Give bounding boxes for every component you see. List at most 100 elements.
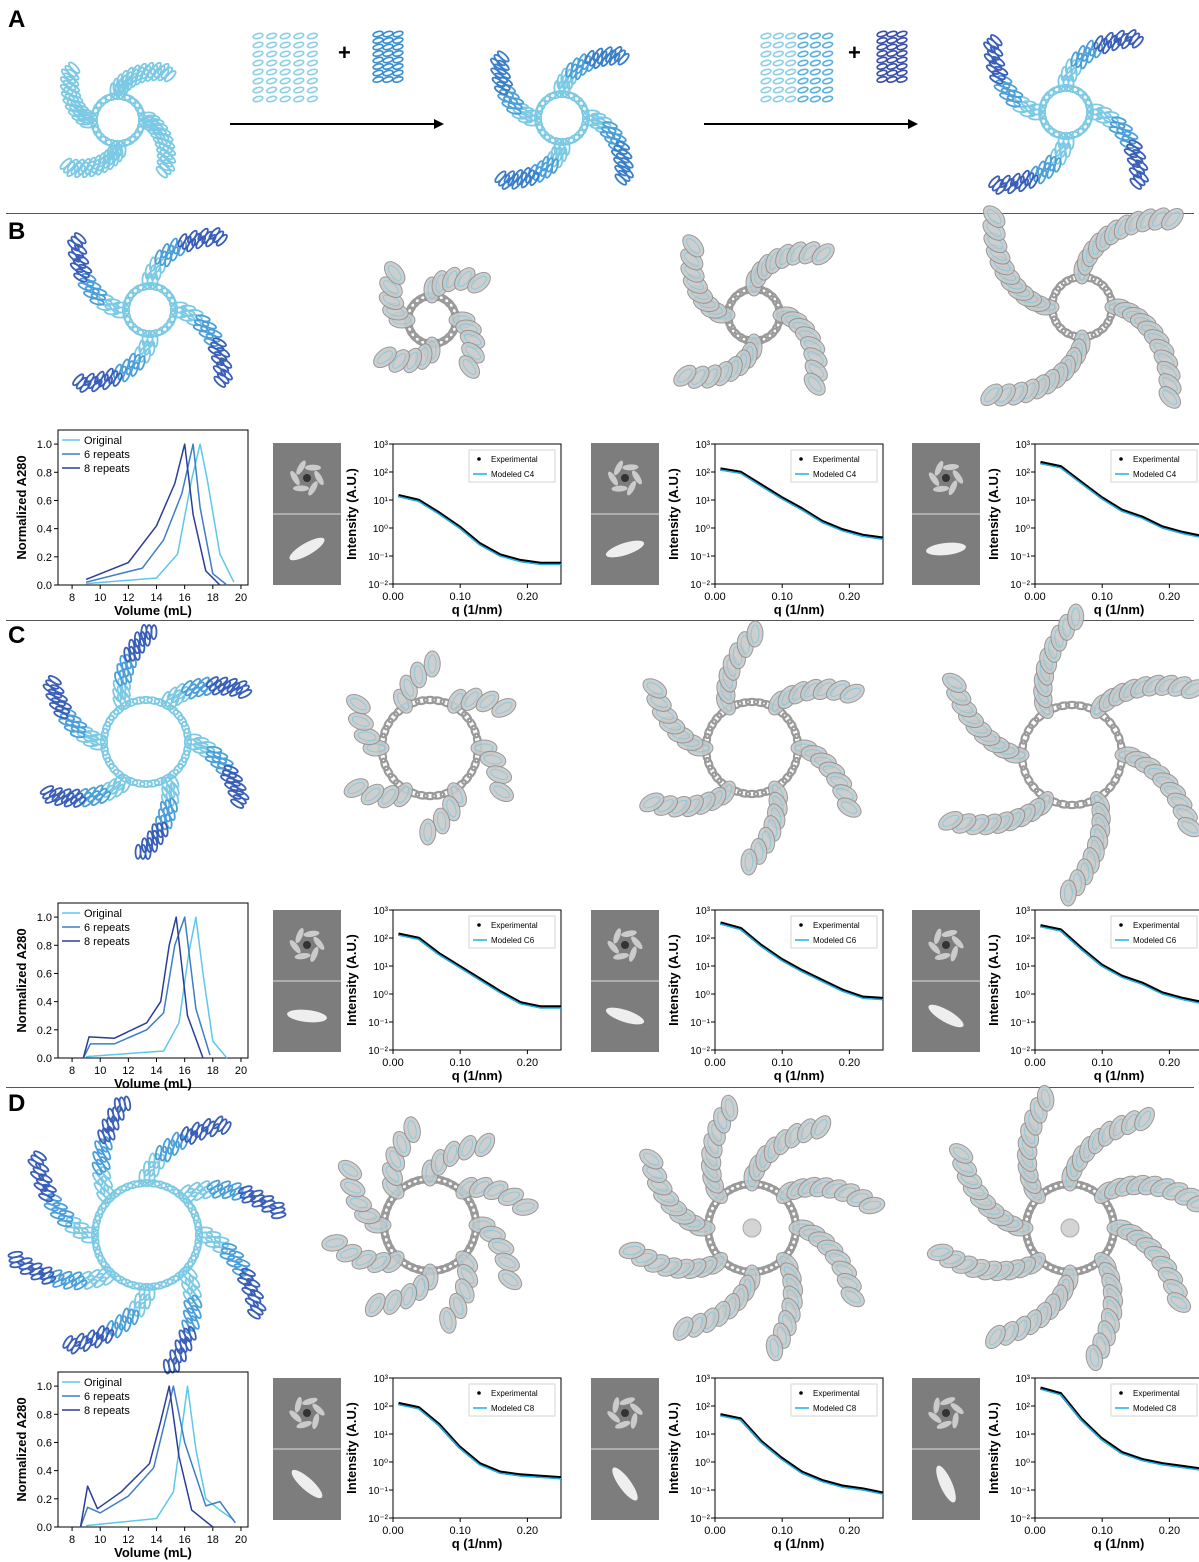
legend-exp-marker (477, 923, 481, 927)
x-tick-label: 0.20 (1159, 1057, 1180, 1069)
y-tick-label: 10¹ (1016, 496, 1031, 507)
class-average-d2 (591, 1378, 659, 1520)
legend-exp-label: Experimental (1133, 921, 1180, 930)
plot-frame (392, 443, 562, 585)
class-average-drawing (591, 910, 659, 1052)
x-tick-label: 0.20 (839, 1525, 860, 1537)
y-tick-label: 0.4 (37, 1466, 52, 1478)
y-tick-label: 10⁰ (373, 524, 388, 535)
plot-frame (392, 909, 562, 1051)
x-axis-label: q (1/nm) (774, 1068, 825, 1083)
legend-model-label: Modeled C6 (813, 936, 857, 945)
y-tick-label: 10⁻² (690, 1046, 710, 1057)
plot-frame (57, 1371, 249, 1528)
model-curve (720, 923, 884, 1001)
y-tick-label: 10⁻² (690, 1514, 710, 1525)
arrow-1-head (434, 119, 444, 129)
legend-exp-marker (477, 457, 481, 461)
legend-model-label: Modeled C4 (813, 470, 857, 479)
plus-sign-2: + (848, 40, 861, 65)
legend-exp-label: Experimental (1133, 455, 1180, 464)
y-tick-label: 0.4 (37, 524, 52, 536)
x-tick-label: 0.20 (517, 591, 538, 603)
legend-exp-label: Experimental (491, 455, 538, 464)
class-average-b1 (273, 443, 341, 585)
y-tick-label: 10⁰ (1015, 990, 1030, 1001)
legend-label: 8 repeats (84, 463, 130, 475)
legend-exp-label: Experimental (491, 1389, 538, 1398)
experimental-curve (398, 493, 561, 565)
y-tick-label: 10⁻¹ (690, 552, 710, 563)
y-tick-label: 10⁻¹ (1010, 552, 1030, 563)
map-b1 (373, 261, 491, 379)
legend-box (790, 1383, 878, 1417)
y-tick-label: 10⁻¹ (368, 552, 388, 563)
saxs-chart-d1: 0.00 0.10 0.20 10⁻² 10⁻¹ 10⁰ 10¹ 10² 10³ q (1/nm)… (344, 1374, 562, 1551)
class-average-drawing (273, 910, 341, 1052)
x-tick-label: 12 (122, 1065, 134, 1077)
y-tick-label: 0.0 (37, 580, 52, 592)
experimental-curve (720, 467, 884, 540)
panel-a-assembly-scheme (59, 29, 1149, 195)
plot-frame (1034, 1377, 1199, 1519)
saxs-chart-b2: 0.00 0.10 0.20 10⁻² 10⁻¹ 10⁰ 10¹ 10² 10³ q (1/nm)… (666, 440, 884, 617)
x-axis-label: q (1/nm) (1094, 1068, 1145, 1083)
x-tick-label: 0.00 (382, 1525, 403, 1537)
helix-repeats-4 (876, 30, 908, 83)
x-tick-label: 0.20 (839, 1057, 860, 1069)
legend-exp-marker (799, 923, 803, 927)
assembly-8-repeats (983, 29, 1149, 195)
x-tick-label: 16 (179, 592, 191, 604)
saxs-chart-d3: 0.00 0.10 0.20 10⁻² 10⁻¹ 10⁰ 10¹ 10² 10³ q (1/nm)… (986, 1374, 1199, 1551)
panel-c-structures (39, 603, 1199, 907)
x-tick-label: 0.00 (1024, 1057, 1045, 1069)
y-tick-label: 10¹ (374, 496, 389, 507)
class-average-c3 (912, 910, 980, 1052)
y-axis-label: Intensity (A.U.) (666, 934, 681, 1026)
x-tick-label: 0.10 (449, 1525, 470, 1537)
y-axis-label: Intensity (A.U.) (986, 468, 1001, 560)
central-density (1060, 1218, 1080, 1238)
class-average-drawing (273, 1378, 341, 1520)
legend-label: 8 repeats (84, 1405, 130, 1417)
y-tick-label: 10² (374, 468, 389, 479)
x-tick-label: 20 (235, 1065, 247, 1077)
series-line-3 (85, 443, 221, 586)
x-axis-label: q (1/nm) (1094, 1536, 1145, 1551)
y-tick-label: 10⁻¹ (1010, 1018, 1030, 1029)
y-axis-label: Intensity (A.U.) (344, 934, 359, 1026)
y-tick-label: 10¹ (374, 962, 389, 973)
map-c1 (343, 650, 517, 846)
x-tick-label: 0.20 (1159, 591, 1180, 603)
y-tick-label: 0.4 (37, 997, 52, 1009)
legend-exp-marker (477, 1391, 481, 1395)
class-average-d1 (273, 1378, 341, 1520)
y-tick-label: 0.8 (37, 940, 52, 952)
plot-frame (57, 902, 249, 1059)
model-curve (398, 495, 561, 566)
y-tick-label: 0.2 (37, 552, 52, 564)
x-axis-label: q (1/nm) (774, 1536, 825, 1551)
series-line-1 (86, 443, 235, 585)
map-d1 (321, 1116, 539, 1334)
x-tick-label: 14 (150, 1065, 162, 1077)
series-line-1 (86, 1385, 235, 1527)
legend-box (1110, 449, 1198, 483)
legend-exp-marker (799, 457, 803, 461)
x-axis-label: q (1/nm) (774, 602, 825, 617)
legend-exp-marker (799, 1391, 803, 1395)
y-axis-label: Intensity (A.U.) (344, 1402, 359, 1494)
sec-chart-b: 8 10 12 14 16 18 20 0.0 0.2 0.4 0.6 0.8 1.0 Volume (m… (14, 429, 249, 618)
y-tick-label: 10⁰ (1015, 1458, 1030, 1469)
y-axis-label: Intensity (A.U.) (344, 468, 359, 560)
plot-frame (714, 443, 884, 585)
y-tick-label: 10⁻² (368, 1046, 388, 1057)
legend-model-label: Modeled C8 (1133, 1404, 1177, 1413)
x-tick-label: 0.20 (517, 1525, 538, 1537)
helix-repeats-3 (760, 32, 834, 103)
y-tick-label: 10⁻² (1010, 1046, 1030, 1057)
legend-exp-label: Experimental (1133, 1389, 1180, 1398)
map-c3 (938, 603, 1199, 907)
model-curve (720, 469, 884, 540)
y-axis-label: Intensity (A.U.) (986, 1402, 1001, 1494)
